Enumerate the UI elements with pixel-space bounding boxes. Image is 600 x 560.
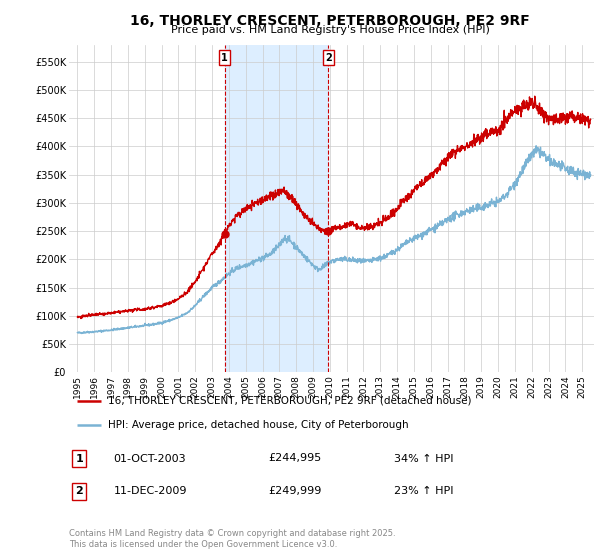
Point: [220, 230, 229, 239]
Text: 1: 1: [76, 454, 83, 464]
Text: 16, THORLEY CRESCENT, PETERBOROUGH, PE2 9RF: 16, THORLEY CRESCENT, PETERBOROUGH, PE2 …: [130, 14, 530, 28]
Text: Contains HM Land Registry data © Crown copyright and database right 2025.
This d: Contains HM Land Registry data © Crown c…: [69, 529, 395, 549]
Text: 23% ↑ HPI: 23% ↑ HPI: [395, 487, 454, 496]
Text: 1: 1: [221, 53, 228, 63]
Text: 2: 2: [76, 487, 83, 496]
Text: 01-OCT-2003: 01-OCT-2003: [113, 454, 186, 464]
Text: 16, THORLEY CRESCENT, PETERBOROUGH, PE2 9RF (detached house): 16, THORLEY CRESCENT, PETERBOROUGH, PE2 …: [109, 396, 472, 406]
Text: 2: 2: [325, 53, 332, 63]
Text: Price paid vs. HM Land Registry's House Price Index (HPI): Price paid vs. HM Land Registry's House …: [170, 25, 490, 35]
Text: £244,995: £244,995: [269, 454, 322, 464]
Text: HPI: Average price, detached house, City of Peterborough: HPI: Average price, detached house, City…: [109, 420, 409, 430]
Bar: [224, 45, 328, 372]
Text: 11-DEC-2009: 11-DEC-2009: [113, 487, 187, 496]
Text: 34% ↑ HPI: 34% ↑ HPI: [395, 454, 454, 464]
Text: £249,999: £249,999: [269, 487, 322, 496]
Point: [323, 227, 333, 236]
